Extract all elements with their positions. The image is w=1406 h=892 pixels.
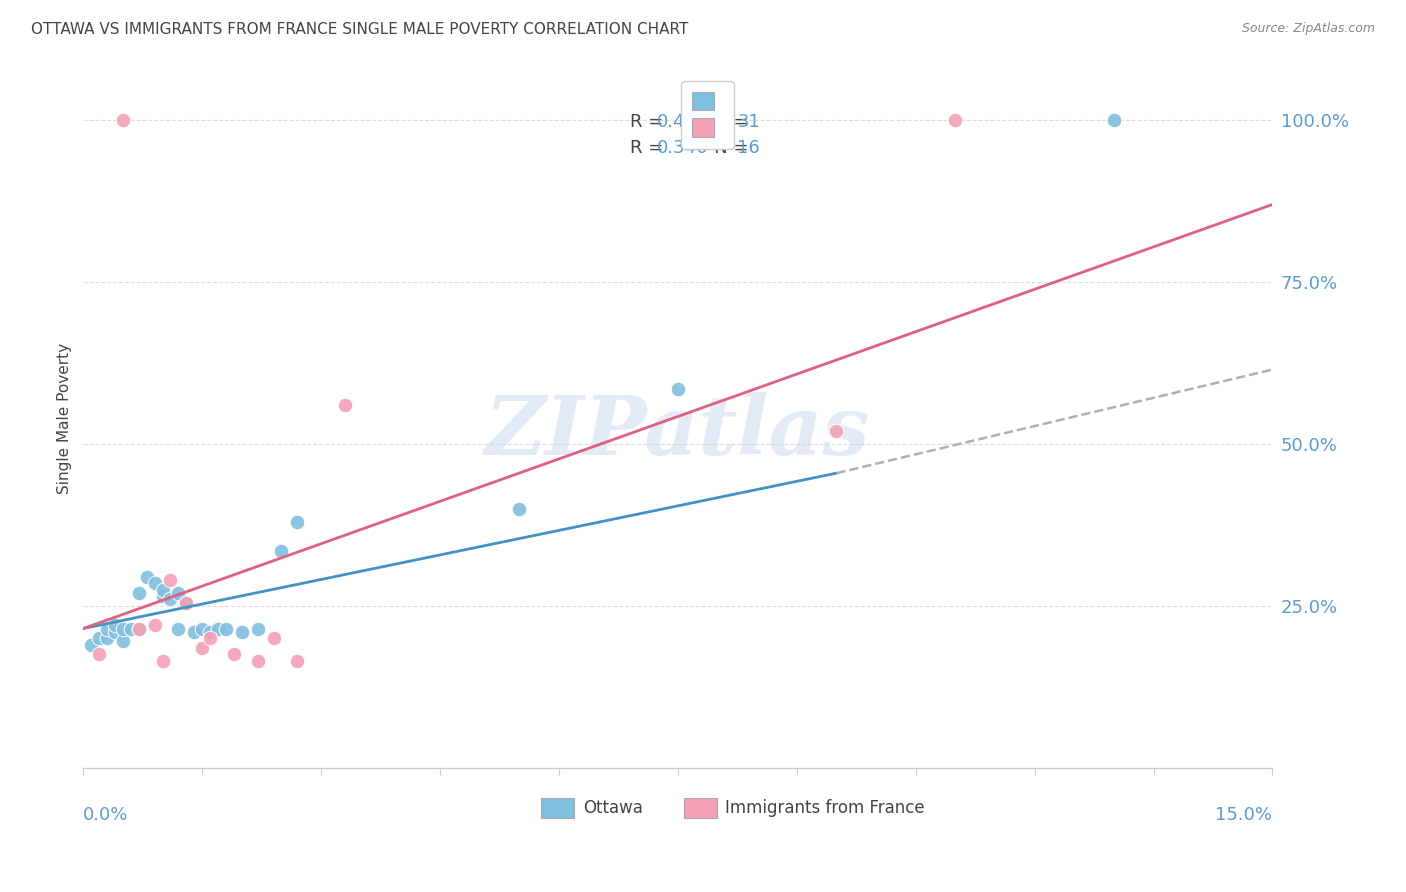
Point (666, 382, 689, 396)
Text: OTTAWA VS IMMIGRANTS FROM FRANCE SINGLE MALE POVERTY CORRELATION CHART: OTTAWA VS IMMIGRANTS FROM FRANCE SINGLE … (31, 22, 689, 37)
Point (167, 586, 190, 600)
Point (246, 654, 269, 668)
Point (191, 622, 214, 636)
Point (215, 622, 238, 636)
Point (120, 622, 142, 636)
Text: 16: 16 (737, 139, 761, 157)
Point (128, 622, 150, 636)
Point (96, 622, 118, 636)
Point (231, 624, 253, 639)
Text: R =: R = (630, 112, 669, 130)
Point (207, 622, 229, 636)
Legend: , : , (682, 81, 734, 149)
Text: N =: N = (697, 139, 754, 157)
Point (943, 113, 966, 128)
Text: N =: N = (697, 112, 754, 130)
Point (1102, 113, 1125, 128)
Point (167, 622, 190, 636)
Point (176, 596, 198, 610)
Text: 31: 31 (737, 112, 761, 130)
Text: 0.406: 0.406 (657, 112, 707, 130)
Point (128, 586, 150, 600)
Point (222, 648, 245, 662)
Point (159, 592, 181, 607)
Text: R =: R = (630, 139, 669, 157)
Point (128, 622, 150, 636)
Point (825, 424, 848, 438)
Point (89, 648, 111, 662)
Text: ZIPatlas: ZIPatlas (485, 392, 870, 472)
Point (152, 582, 174, 597)
Point (111, 622, 134, 636)
Point (183, 624, 205, 639)
Point (285, 654, 308, 668)
FancyBboxPatch shape (683, 798, 717, 818)
Point (285, 515, 308, 529)
Point (152, 589, 174, 603)
Point (263, 631, 285, 645)
Point (198, 624, 221, 639)
Point (143, 618, 166, 632)
Point (508, 501, 530, 516)
Point (143, 576, 166, 591)
Point (333, 398, 356, 412)
Point (89, 631, 111, 645)
Text: 15.0%: 15.0% (1215, 806, 1272, 824)
Point (80, 638, 103, 652)
Point (246, 622, 269, 636)
Text: Ottawa: Ottawa (582, 799, 643, 817)
Point (191, 640, 214, 655)
Point (96, 631, 118, 645)
Point (111, 113, 134, 128)
Point (152, 654, 174, 668)
Point (135, 570, 157, 584)
Point (198, 631, 221, 645)
Point (176, 596, 198, 610)
Point (104, 618, 127, 632)
Text: 0.346: 0.346 (657, 139, 707, 157)
Text: 0.0%: 0.0% (83, 806, 129, 824)
Text: Immigrants from France: Immigrants from France (725, 799, 925, 817)
FancyBboxPatch shape (541, 798, 575, 818)
Text: Source: ZipAtlas.com: Source: ZipAtlas.com (1241, 22, 1375, 36)
Point (104, 624, 127, 639)
Y-axis label: Single Male Poverty: Single Male Poverty (58, 343, 72, 493)
Point (270, 544, 292, 558)
Point (111, 634, 134, 648)
Point (159, 573, 181, 587)
